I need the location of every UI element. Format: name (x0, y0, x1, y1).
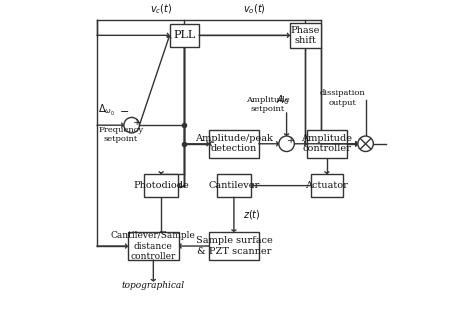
Text: $A_0$: $A_0$ (276, 93, 290, 107)
Bar (307, 130, 347, 158)
Text: Actuator: Actuator (305, 181, 348, 190)
Circle shape (358, 136, 374, 151)
Text: topographical: topographical (122, 281, 185, 290)
Text: Amplitude
controller: Amplitude controller (301, 134, 352, 154)
Text: Cantilever/Sample
distance
controller: Cantilever/Sample distance controller (111, 231, 196, 261)
Text: −: − (120, 107, 129, 117)
Text: Frequency
setpoint: Frequency setpoint (99, 126, 144, 143)
Text: +: + (133, 118, 141, 127)
Text: dissipation
output: dissipation output (320, 89, 366, 107)
Text: Phase
shift: Phase shift (291, 26, 320, 45)
Text: PLL: PLL (173, 30, 195, 40)
Bar (209, 130, 259, 158)
Bar (170, 24, 199, 47)
Bar (128, 232, 179, 260)
Text: $z(t)$: $z(t)$ (243, 208, 260, 221)
Text: Amplitude/peak
detection: Amplitude/peak detection (195, 134, 273, 154)
Text: Sample surface
& PZT scanner: Sample surface & PZT scanner (196, 236, 272, 256)
Text: Photodiode: Photodiode (133, 181, 189, 190)
Circle shape (124, 117, 139, 133)
Text: Cantilever: Cantilever (208, 181, 260, 190)
Bar (144, 174, 178, 197)
Text: $\Delta_{\omega_0}$: $\Delta_{\omega_0}$ (99, 103, 116, 118)
Text: $v_o(t)$: $v_o(t)$ (243, 3, 265, 16)
Bar (209, 232, 259, 260)
Bar (217, 174, 251, 197)
Text: $v_c(t)$: $v_c(t)$ (150, 3, 172, 16)
Text: Amplitude
setpoint: Amplitude setpoint (246, 96, 290, 114)
Bar (310, 174, 343, 197)
Bar (290, 23, 321, 48)
Circle shape (279, 136, 294, 151)
Text: +: + (287, 136, 295, 145)
